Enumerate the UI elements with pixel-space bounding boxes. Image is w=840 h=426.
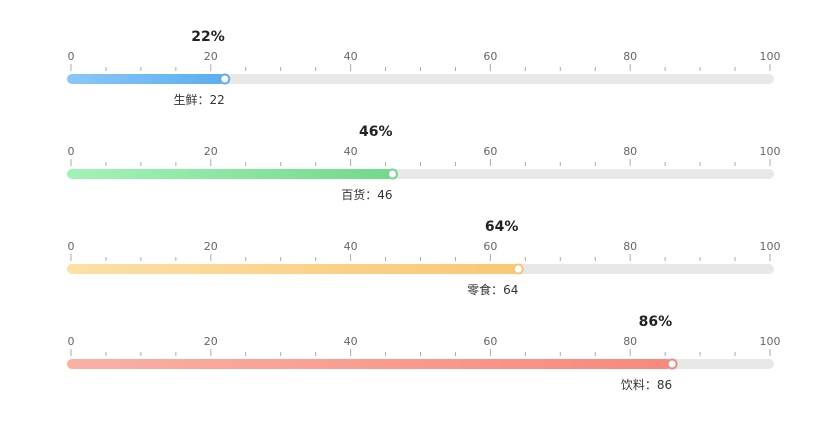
progress-bar: [67, 264, 519, 274]
category-label: 饮料：86: [621, 378, 672, 392]
tick-label: 40: [344, 50, 358, 63]
category-label: 零食：64: [467, 282, 518, 297]
progress-row: 0 20 40 60 80 100 86% 饮料：86: [67, 314, 781, 392]
tick-label: 100: [760, 50, 781, 63]
category-label: 百货：46: [341, 187, 392, 202]
tick-label: 0: [68, 50, 75, 63]
percent-label: 22%: [191, 29, 225, 45]
tick-label: 60: [483, 50, 497, 63]
tick-label: 60: [483, 145, 497, 158]
percent-label: 64%: [485, 219, 519, 235]
progress-handle: [387, 168, 399, 180]
tick-label: 40: [344, 335, 358, 348]
category-label: 生鲜：22: [173, 93, 224, 107]
tick-label: 80: [623, 50, 637, 63]
tick-label: 20: [204, 335, 218, 348]
progress-bar: [67, 359, 673, 369]
progress-bar: [67, 169, 393, 179]
tick-label: 0: [68, 145, 75, 158]
progress-handle: [512, 263, 524, 275]
progress-handle: [666, 358, 678, 370]
tick-label: 80: [623, 335, 637, 348]
progress-handle: [219, 73, 231, 85]
percent-label: 46%: [359, 124, 393, 140]
tick-label: 100: [760, 240, 781, 253]
progress-bar: [67, 74, 225, 84]
tick-label: 40: [344, 145, 358, 158]
tick-label: 20: [204, 145, 218, 158]
progress-row: 0 20 40 60 80 100 64% 零食：64: [67, 219, 781, 297]
tick-label: 100: [760, 145, 781, 158]
progress-row: 0 20 40 60 80 100 22% 生鲜：22: [67, 29, 781, 107]
percent-label: 86%: [639, 314, 673, 330]
tick-label: 0: [68, 240, 75, 253]
tick-label: 60: [483, 240, 497, 253]
tick-label: 100: [760, 335, 781, 348]
tick-label: 0: [68, 335, 75, 348]
tick-label: 40: [344, 240, 358, 253]
tick-label: 20: [204, 50, 218, 63]
tick-label: 80: [623, 240, 637, 253]
tick-label: 20: [204, 240, 218, 253]
progress-row: 0 20 40 60 80 100 46% 百货：46: [67, 124, 781, 202]
progress-track: [67, 74, 774, 84]
tick-label: 60: [483, 335, 497, 348]
tick-label: 80: [623, 145, 637, 158]
